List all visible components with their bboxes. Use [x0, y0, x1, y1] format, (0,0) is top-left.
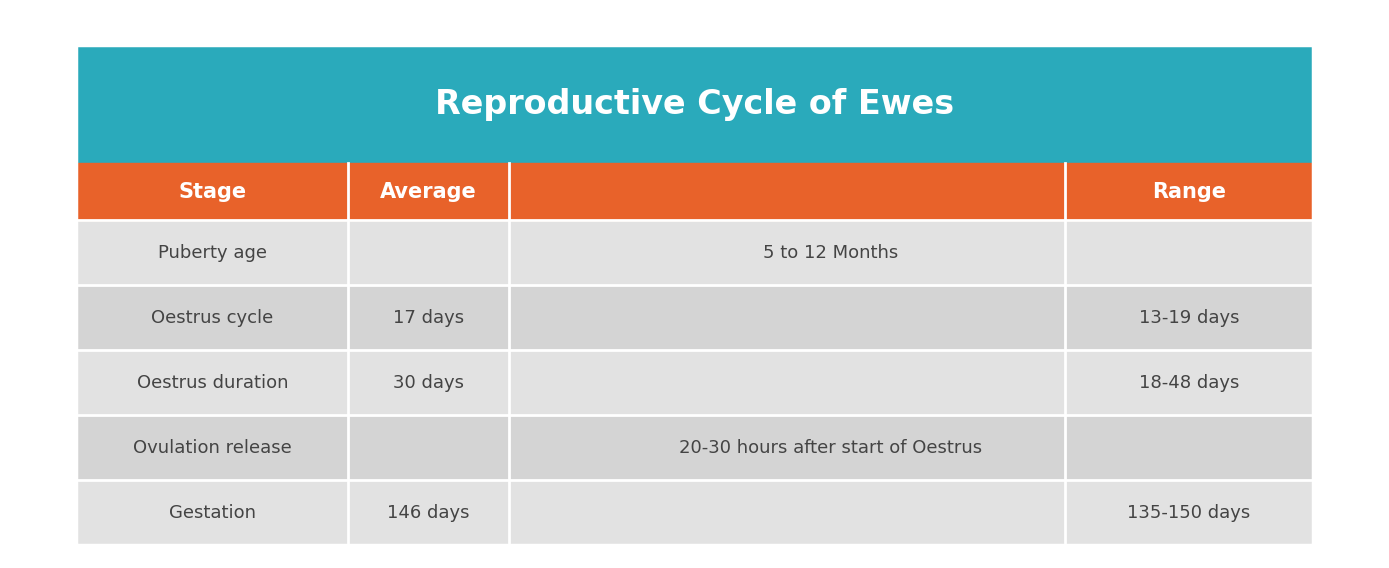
Bar — [76, 45, 1313, 163]
Text: Reproductive Cycle of Ewes: Reproductive Cycle of Ewes — [435, 87, 954, 120]
Text: 13-19 days: 13-19 days — [1139, 309, 1239, 327]
Text: 18-48 days: 18-48 days — [1139, 374, 1239, 392]
Text: 20-30 hours after start of Oestrus: 20-30 hours after start of Oestrus — [679, 439, 982, 457]
Bar — [76, 163, 1313, 220]
Text: Average: Average — [381, 182, 476, 202]
Text: Oestrus duration: Oestrus duration — [136, 374, 288, 392]
Text: 5 to 12 Months: 5 to 12 Months — [763, 244, 899, 262]
Bar — [76, 45, 1313, 545]
Text: 17 days: 17 days — [393, 309, 464, 327]
Text: Gestation: Gestation — [169, 504, 256, 522]
Text: 135-150 days: 135-150 days — [1128, 504, 1250, 522]
Text: Range: Range — [1151, 182, 1226, 202]
Text: 146 days: 146 days — [388, 504, 469, 522]
Text: Oestrus cycle: Oestrus cycle — [151, 309, 274, 327]
Text: Stage: Stage — [178, 182, 246, 202]
Text: Ovulation release: Ovulation release — [133, 439, 292, 457]
Bar — [76, 415, 1313, 481]
Text: Puberty age: Puberty age — [158, 244, 267, 262]
Text: 30 days: 30 days — [393, 374, 464, 392]
Bar — [76, 481, 1313, 545]
Bar — [76, 220, 1313, 285]
Bar — [76, 285, 1313, 350]
Bar — [76, 350, 1313, 415]
